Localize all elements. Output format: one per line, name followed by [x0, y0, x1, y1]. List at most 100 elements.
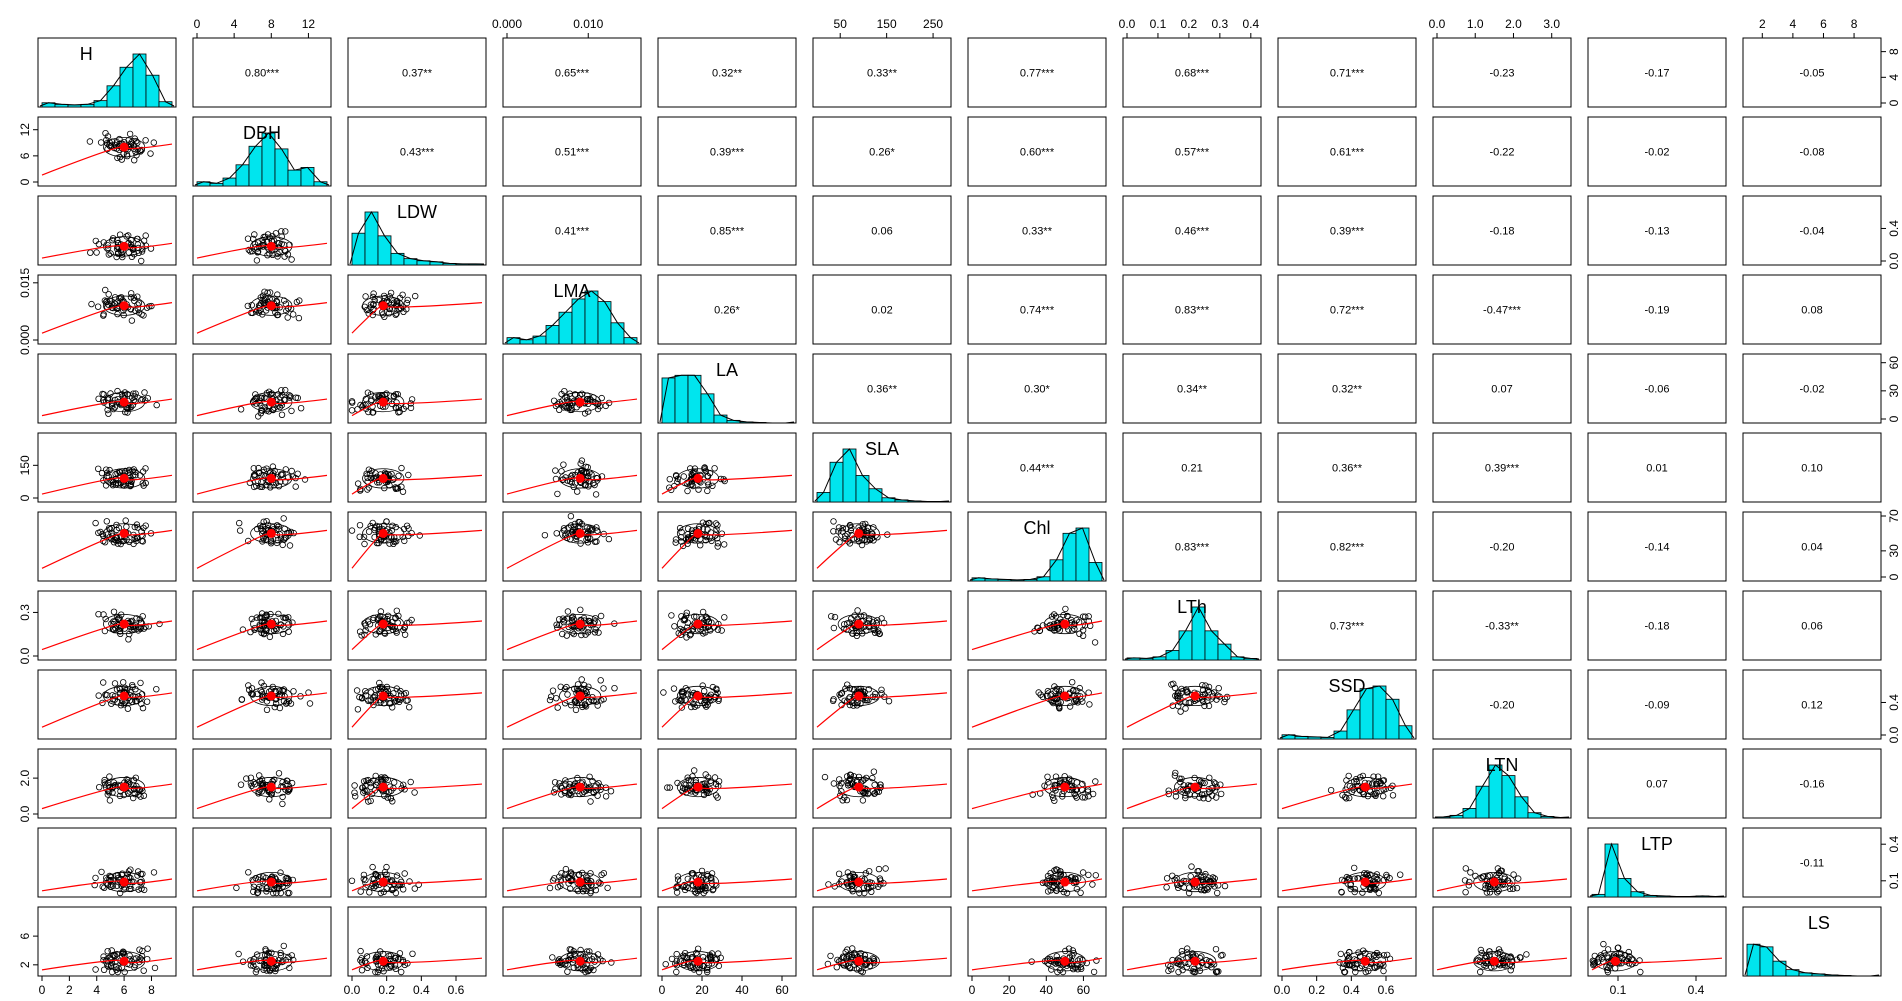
correlation-value: 0.41***	[555, 226, 590, 238]
data-point	[391, 695, 398, 702]
data-point	[95, 611, 102, 618]
loess-smooth-line	[351, 620, 483, 651]
data-point	[363, 793, 371, 801]
data-point	[1085, 871, 1092, 879]
histogram-bar	[1165, 650, 1180, 661]
data-point	[1199, 682, 1206, 689]
panel-frame	[1587, 37, 1727, 108]
panel-frame	[192, 37, 332, 108]
histogram-bar	[106, 85, 121, 108]
panel-frame	[37, 274, 177, 345]
correlation-ellipse	[676, 523, 720, 544]
panel-frame	[812, 37, 952, 108]
mean-point	[266, 877, 276, 887]
data-point	[1051, 797, 1058, 804]
data-point	[100, 884, 108, 891]
data-point	[94, 303, 102, 310]
data-point	[358, 632, 365, 639]
data-point	[415, 881, 422, 888]
data-point	[408, 396, 416, 403]
data-point	[682, 696, 689, 703]
data-point	[880, 619, 888, 627]
variable-label: DBH	[243, 123, 281, 143]
data-point	[1172, 769, 1179, 777]
correlation-value: -0.23	[1489, 68, 1514, 80]
data-point	[1205, 795, 1212, 802]
panel-Chl-SSD	[1277, 511, 1417, 582]
panel-frame	[1277, 511, 1417, 582]
data-point	[92, 966, 99, 973]
panel-LA-H	[37, 353, 177, 424]
data-point	[125, 249, 133, 256]
data-point	[1352, 968, 1359, 976]
mean-point	[378, 782, 388, 792]
data-point	[600, 870, 607, 877]
data-point	[135, 249, 142, 256]
panel-frame	[502, 590, 642, 661]
data-point	[274, 291, 281, 298]
panel-LTP-Chl	[967, 827, 1107, 898]
data-point	[374, 968, 382, 976]
data-point	[1037, 691, 1044, 698]
data-point	[553, 695, 560, 702]
data-point	[251, 473, 258, 480]
data-point	[553, 530, 560, 537]
panel-frame	[1122, 353, 1262, 424]
tick-label: 150	[877, 17, 897, 31]
data-point	[257, 522, 264, 529]
data-point	[1359, 889, 1366, 896]
panel-LTh-Chl	[967, 590, 1107, 661]
correlation-ellipse	[250, 685, 293, 707]
data-point	[607, 788, 615, 795]
correlation-ellipse	[362, 951, 405, 972]
data-point	[699, 526, 706, 533]
panel-LTh-SSD	[1277, 590, 1417, 661]
correlation-value: -0.22	[1489, 147, 1514, 159]
data-point	[87, 249, 94, 256]
data-point	[693, 613, 700, 620]
correlation-value: 0.32**	[712, 68, 743, 80]
correlation-value: 0.34**	[1177, 384, 1208, 396]
data-point	[1071, 625, 1078, 633]
data-point	[1611, 965, 1619, 972]
tick-label: 4	[231, 17, 238, 31]
panel-frame	[192, 906, 332, 977]
panel-LA-SLA	[812, 353, 952, 424]
data-point	[357, 957, 364, 964]
data-point	[1483, 953, 1490, 961]
loess-smooth-line	[351, 957, 483, 971]
data-point	[1182, 705, 1189, 712]
mean-point	[378, 691, 388, 701]
data-point	[858, 541, 866, 549]
data-point	[1057, 616, 1064, 623]
panel-LA-DBH	[192, 353, 332, 424]
correlation-value: 0.39***	[710, 147, 745, 159]
data-point	[109, 236, 116, 244]
panel-frame	[967, 116, 1107, 187]
data-point	[370, 409, 377, 416]
tick-label: 0	[18, 178, 32, 185]
data-point	[396, 950, 404, 957]
panel-LS-LA	[657, 906, 797, 977]
data-point	[862, 961, 869, 968]
correlation-ellipse	[676, 871, 720, 893]
data-point	[583, 873, 590, 880]
variable-label: SLA	[865, 439, 899, 459]
data-point	[248, 302, 255, 309]
data-point	[279, 800, 286, 808]
data-point	[1086, 701, 1093, 708]
data-point	[267, 484, 274, 491]
data-point	[284, 788, 292, 795]
panel-frame	[657, 432, 797, 503]
data-point	[277, 889, 284, 897]
panel-frame	[1277, 590, 1417, 661]
data-point	[392, 889, 400, 897]
histogram-bar	[1372, 685, 1387, 740]
panel-LMA-SLA	[812, 274, 952, 345]
data-point	[1190, 965, 1197, 973]
data-point	[1462, 865, 1469, 872]
data-point	[127, 866, 134, 873]
correlation-ellipse	[250, 468, 293, 489]
data-point	[262, 294, 269, 302]
